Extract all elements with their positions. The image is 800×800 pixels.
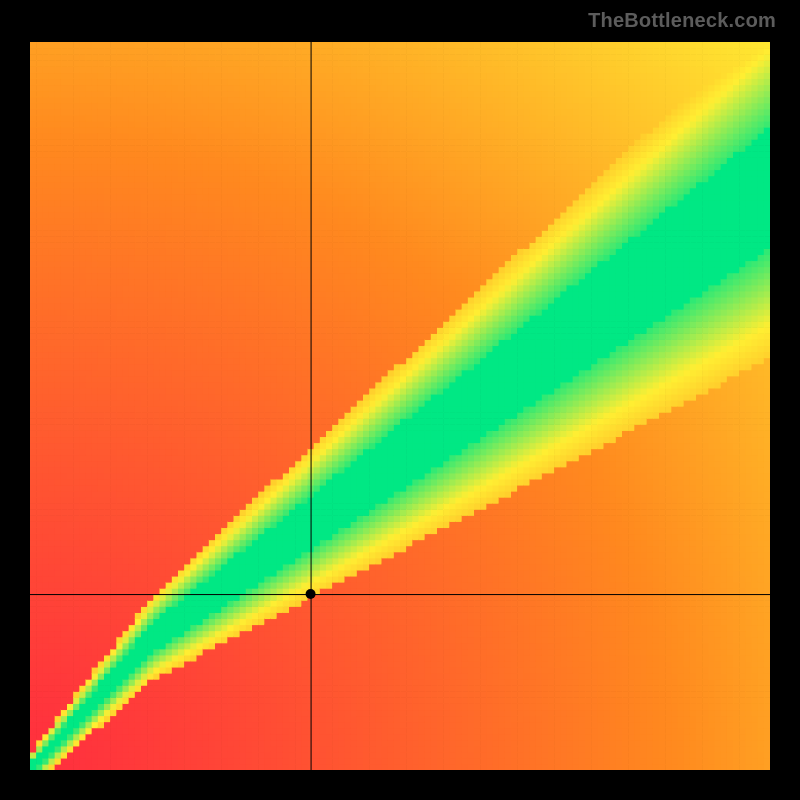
- chart-container: TheBottleneck.com: [0, 0, 800, 800]
- watermark-text: TheBottleneck.com: [588, 10, 776, 33]
- bottleneck-heatmap: [30, 42, 770, 770]
